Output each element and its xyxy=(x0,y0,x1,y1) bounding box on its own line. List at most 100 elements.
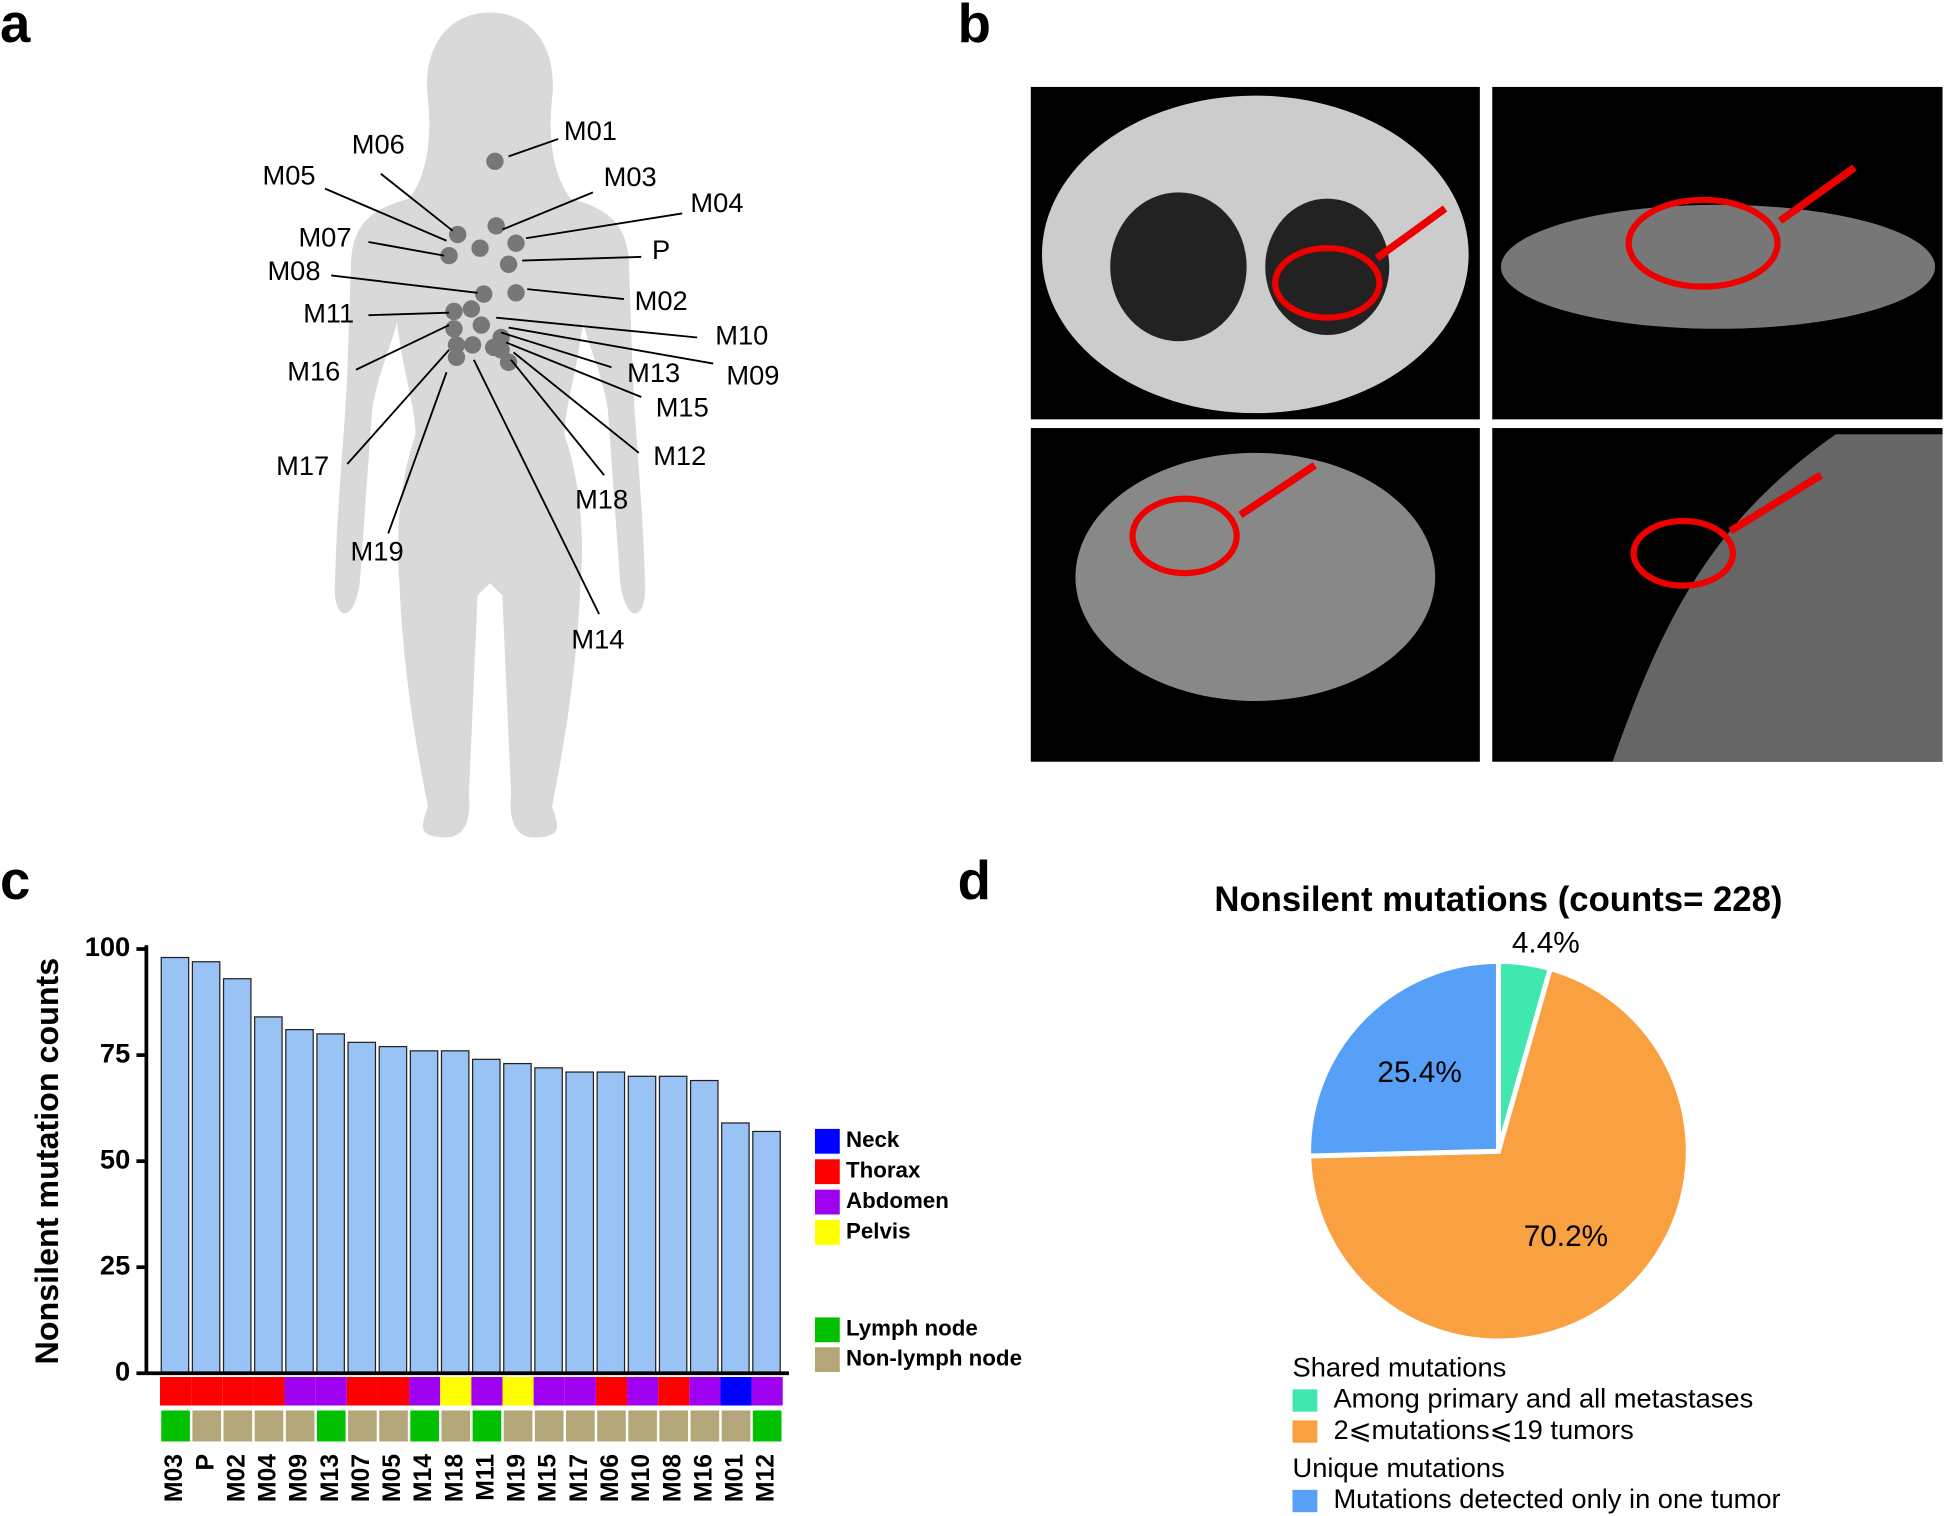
x-tick-label: M12 xyxy=(753,1454,780,1502)
ct-images xyxy=(1030,86,1943,762)
site-dot xyxy=(449,225,467,244)
ct-spine xyxy=(1612,434,1943,762)
site-dot xyxy=(507,284,525,302)
arrow xyxy=(1238,462,1317,518)
arrow xyxy=(1374,205,1448,262)
leader-line xyxy=(368,241,445,257)
site-cell xyxy=(627,1376,659,1406)
panel-letter: c xyxy=(0,850,30,911)
bar xyxy=(627,1075,657,1374)
bar xyxy=(534,1067,563,1374)
bar xyxy=(347,1041,377,1374)
site-label: M07 xyxy=(298,222,351,253)
x-tick-label: M16 xyxy=(690,1454,717,1502)
site-dot xyxy=(462,300,481,318)
site-label: M14 xyxy=(571,624,624,655)
legend-label: Abdomen xyxy=(846,1188,949,1213)
leader-line xyxy=(387,371,448,534)
site-cell xyxy=(346,1376,378,1406)
leader-line xyxy=(368,311,450,317)
tissue-cell xyxy=(721,1410,751,1442)
legend-swatch xyxy=(814,1189,840,1215)
x-tick-label: M05 xyxy=(379,1454,406,1502)
body-silhouette xyxy=(334,12,646,838)
panel-letter: a xyxy=(0,0,31,54)
tissue-cell xyxy=(503,1410,533,1442)
site-cell xyxy=(720,1376,752,1406)
bar xyxy=(503,1062,532,1374)
legend-label: Neck xyxy=(846,1127,900,1152)
ct-body xyxy=(1041,95,1469,414)
site-cell xyxy=(502,1376,534,1406)
x-tick-label: M19 xyxy=(504,1454,531,1502)
site-label: P xyxy=(652,234,670,265)
bar xyxy=(440,1050,470,1374)
bar xyxy=(752,1130,781,1374)
x-tick-label: M18 xyxy=(441,1454,468,1502)
site-dot xyxy=(440,246,458,265)
bar xyxy=(596,1071,626,1374)
highlight-circle xyxy=(1129,495,1240,577)
ct-body xyxy=(1500,204,1936,329)
highlight-circle xyxy=(1630,517,1736,589)
x-tick-label: M07 xyxy=(348,1454,375,1502)
site-label: M18 xyxy=(575,483,628,514)
pie-slice xyxy=(1306,965,1691,1344)
leader-line xyxy=(380,173,454,232)
site-label: M09 xyxy=(726,359,779,390)
site-label: M02 xyxy=(635,285,688,316)
arrow xyxy=(1777,164,1857,224)
leader-line xyxy=(527,288,625,300)
slice-label: 25.4% xyxy=(1377,1056,1461,1089)
legend-swatch xyxy=(814,1317,840,1343)
ct-lung xyxy=(1110,192,1247,342)
site-label: M01 xyxy=(564,115,617,146)
site-label: M12 xyxy=(653,440,706,471)
legend-label: Pelvis xyxy=(846,1218,911,1243)
bar xyxy=(254,1016,283,1374)
x-tick-label: M01 xyxy=(722,1454,749,1502)
site-cell xyxy=(533,1376,565,1406)
legend-swatch xyxy=(814,1347,840,1373)
site-label: M17 xyxy=(276,450,329,481)
x-tick-label: M08 xyxy=(659,1454,686,1502)
x-tick-label: M15 xyxy=(535,1454,562,1502)
highlight-circle xyxy=(1625,196,1781,290)
highlight-circle xyxy=(1272,245,1383,321)
site-dot xyxy=(487,217,505,235)
site-label: M03 xyxy=(604,161,657,192)
tissue-cell xyxy=(566,1410,595,1442)
tissue-cell xyxy=(348,1410,377,1442)
bar xyxy=(378,1045,408,1374)
site-dot xyxy=(447,348,466,367)
tissue-cell xyxy=(316,1410,346,1442)
pie-slice xyxy=(1306,958,1501,1159)
bar xyxy=(222,978,252,1374)
tissue-cell xyxy=(690,1410,720,1442)
site-cell xyxy=(409,1376,441,1406)
site-cell xyxy=(315,1376,347,1406)
x-tick-label: M06 xyxy=(597,1454,624,1502)
leader-line xyxy=(508,138,559,158)
slice-label: 4.4% xyxy=(1512,926,1580,959)
x-tick-label: M13 xyxy=(317,1454,344,1502)
legend-label: Thorax xyxy=(846,1158,921,1183)
legend-label: Lymph node xyxy=(846,1316,978,1341)
legend-heading: Shared mutations xyxy=(1293,1352,1507,1383)
site-cell xyxy=(284,1376,316,1406)
site-cell xyxy=(689,1376,721,1406)
bar xyxy=(689,1079,719,1374)
bar xyxy=(471,1058,501,1374)
tissue-cell xyxy=(472,1410,502,1442)
site-cell xyxy=(160,1376,192,1406)
x-tick-label: P xyxy=(192,1454,219,1471)
y-tick-label: 25 xyxy=(100,1249,130,1280)
tissue-cell xyxy=(441,1410,471,1442)
site-label: M15 xyxy=(656,392,709,423)
x-tick-label: M17 xyxy=(566,1454,593,1502)
panel-letter: b xyxy=(958,0,991,54)
site-dot xyxy=(499,255,518,273)
leader-line xyxy=(512,351,640,454)
panel-letter: d xyxy=(958,850,991,911)
arrow xyxy=(1728,472,1823,535)
